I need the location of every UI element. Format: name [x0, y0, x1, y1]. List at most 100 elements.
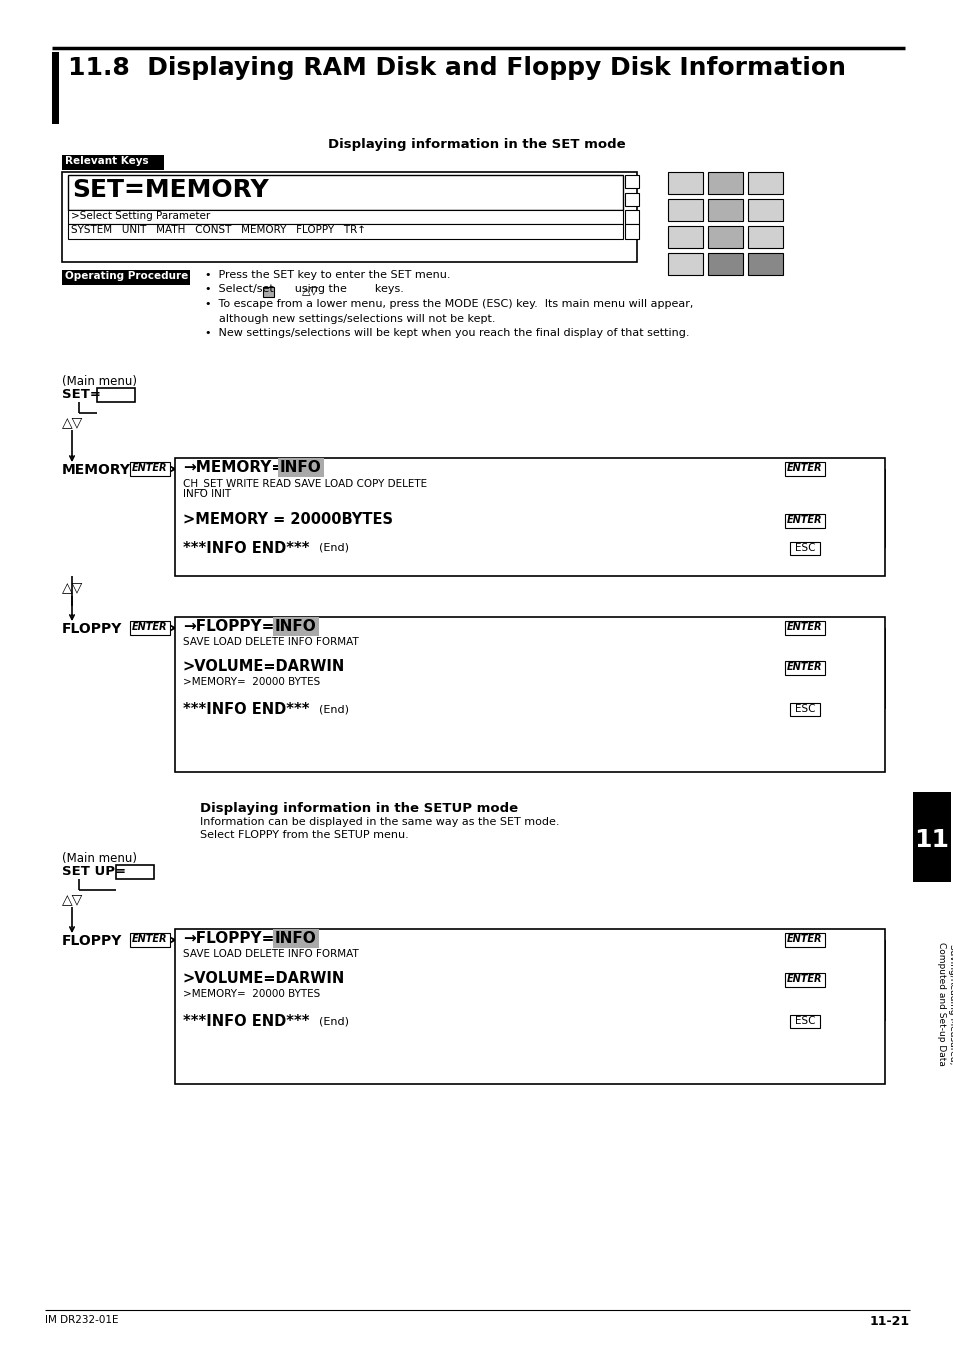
Text: →FLOPPY=: →FLOPPY= — [183, 619, 274, 634]
Text: ***INFO END***: ***INFO END*** — [183, 540, 309, 557]
Text: SET=: SET= — [62, 388, 101, 401]
Bar — [624, 209, 639, 224]
Bar — [667, 172, 702, 195]
Text: ESC: ESC — [794, 704, 815, 713]
Bar — [624, 224, 639, 239]
Bar — [667, 253, 702, 276]
Bar — [784, 462, 824, 476]
Text: MEMORY: MEMORY — [62, 463, 131, 477]
Bar — [784, 513, 824, 528]
Text: △▽: △▽ — [62, 892, 83, 907]
Text: >VOLUME=DARWIN: >VOLUME=DARWIN — [183, 659, 345, 674]
Text: although new settings/selections will not be kept.: although new settings/selections will no… — [205, 313, 495, 323]
Bar — [784, 934, 824, 947]
Text: →MEMORY=: →MEMORY= — [183, 459, 284, 476]
Text: (Main menu): (Main menu) — [62, 852, 137, 865]
Text: →FLOPPY=: →FLOPPY= — [183, 931, 274, 946]
Text: FLOPPY: FLOPPY — [62, 621, 122, 636]
Text: SAVE LOAD DELETE INFO FORMAT: SAVE LOAD DELETE INFO FORMAT — [183, 638, 358, 647]
Text: Displaying information in the SETUP mode: Displaying information in the SETUP mode — [200, 802, 517, 815]
Text: ENTER: ENTER — [786, 515, 821, 526]
Text: 11: 11 — [914, 828, 948, 852]
Text: INFO: INFO — [280, 459, 321, 476]
Text: Relevant Keys: Relevant Keys — [65, 155, 149, 166]
Text: ENTER: ENTER — [786, 662, 821, 671]
Bar — [263, 286, 274, 296]
Bar — [912, 792, 950, 882]
Bar — [747, 199, 782, 222]
Text: 11-21: 11-21 — [869, 1315, 909, 1328]
Text: INFO: INFO — [274, 619, 316, 634]
Text: SAVE LOAD DELETE INFO FORMAT: SAVE LOAD DELETE INFO FORMAT — [183, 948, 358, 959]
Text: Information can be displayed in the same way as the SET mode.: Information can be displayed in the same… — [200, 817, 558, 827]
Text: •  Select/set      using the        keys.: • Select/set using the keys. — [205, 285, 403, 295]
Text: ENTER: ENTER — [786, 621, 821, 632]
Text: ENTER: ENTER — [132, 463, 168, 473]
Bar — [68, 224, 622, 239]
Text: Select FLOPPY from the SETUP menu.: Select FLOPPY from the SETUP menu. — [200, 830, 408, 840]
Bar — [174, 458, 884, 576]
Bar — [707, 172, 742, 195]
Bar — [130, 934, 170, 947]
Bar — [62, 270, 190, 285]
Text: •  Press the SET key to enter the SET menu.: • Press the SET key to enter the SET men… — [205, 270, 450, 280]
Bar — [174, 617, 884, 771]
Text: SET=MEMORY: SET=MEMORY — [71, 178, 269, 203]
Bar — [784, 621, 824, 635]
Text: •  To escape from a lower menu, press the MODE (ESC) key.  Its main menu will ap: • To escape from a lower menu, press the… — [205, 299, 693, 309]
Bar — [707, 253, 742, 276]
Bar — [789, 1015, 820, 1028]
Text: SYSTEM   UNIT   MATH   CONST   MEMORY   FLOPPY   TR↑: SYSTEM UNIT MATH CONST MEMORY FLOPPY TR↑ — [71, 226, 366, 235]
Text: INFO INIT: INFO INIT — [183, 489, 231, 499]
Bar — [747, 226, 782, 249]
Text: CH_SET WRITE READ SAVE LOAD COPY DELETE: CH_SET WRITE READ SAVE LOAD COPY DELETE — [183, 478, 427, 489]
Text: Operating Procedure: Operating Procedure — [65, 272, 188, 281]
Bar — [747, 253, 782, 276]
Bar — [707, 226, 742, 249]
Text: (End): (End) — [318, 704, 349, 713]
Bar — [624, 176, 639, 188]
Text: 11.8  Displaying RAM Disk and Floppy Disk Information: 11.8 Displaying RAM Disk and Floppy Disk… — [68, 55, 845, 80]
Text: ESC: ESC — [794, 1016, 815, 1025]
Bar — [789, 542, 820, 555]
Bar — [62, 172, 637, 262]
Text: >MEMORY = 20000BYTES: >MEMORY = 20000BYTES — [183, 512, 393, 527]
Bar — [68, 209, 622, 224]
Bar — [130, 462, 170, 476]
Text: ***INFO END***: ***INFO END*** — [183, 703, 309, 717]
Bar — [68, 176, 622, 209]
Bar — [62, 155, 164, 170]
Bar — [52, 51, 59, 124]
Text: ENTER: ENTER — [786, 974, 821, 984]
Bar — [624, 193, 639, 205]
Text: △▽: △▽ — [302, 285, 318, 296]
Text: ENTER: ENTER — [786, 463, 821, 473]
Text: △▽: △▽ — [62, 415, 83, 430]
Bar — [667, 199, 702, 222]
Bar — [747, 172, 782, 195]
Bar — [707, 199, 742, 222]
Text: FLOPPY: FLOPPY — [62, 934, 122, 948]
Bar — [116, 865, 153, 880]
Text: ENTER: ENTER — [132, 934, 168, 944]
Bar — [174, 929, 884, 1084]
Text: (End): (End) — [318, 543, 349, 553]
Text: >VOLUME=DARWIN: >VOLUME=DARWIN — [183, 971, 345, 986]
Bar — [130, 621, 170, 635]
Text: INFO: INFO — [274, 931, 316, 946]
Text: (End): (End) — [318, 1016, 349, 1025]
Text: IM DR232-01E: IM DR232-01E — [45, 1315, 118, 1325]
Text: ***INFO END***: ***INFO END*** — [183, 1015, 309, 1029]
Text: SET UP=: SET UP= — [62, 865, 126, 878]
Bar — [784, 661, 824, 676]
Text: >MEMORY=  20000 BYTES: >MEMORY= 20000 BYTES — [183, 677, 320, 688]
Text: ENTER: ENTER — [132, 621, 168, 632]
Text: ENTER: ENTER — [786, 934, 821, 944]
Text: •  New settings/selections will be kept when you reach the final display of that: • New settings/selections will be kept w… — [205, 328, 689, 338]
Text: (Main menu): (Main menu) — [62, 376, 137, 388]
Bar — [789, 703, 820, 716]
Text: ESC: ESC — [794, 543, 815, 553]
Bar — [97, 388, 135, 403]
Text: Displaying information in the SET mode: Displaying information in the SET mode — [328, 138, 625, 151]
Text: Saving/Reading Measured,
Computed and Set-up Data: Saving/Reading Measured, Computed and Se… — [936, 942, 953, 1066]
